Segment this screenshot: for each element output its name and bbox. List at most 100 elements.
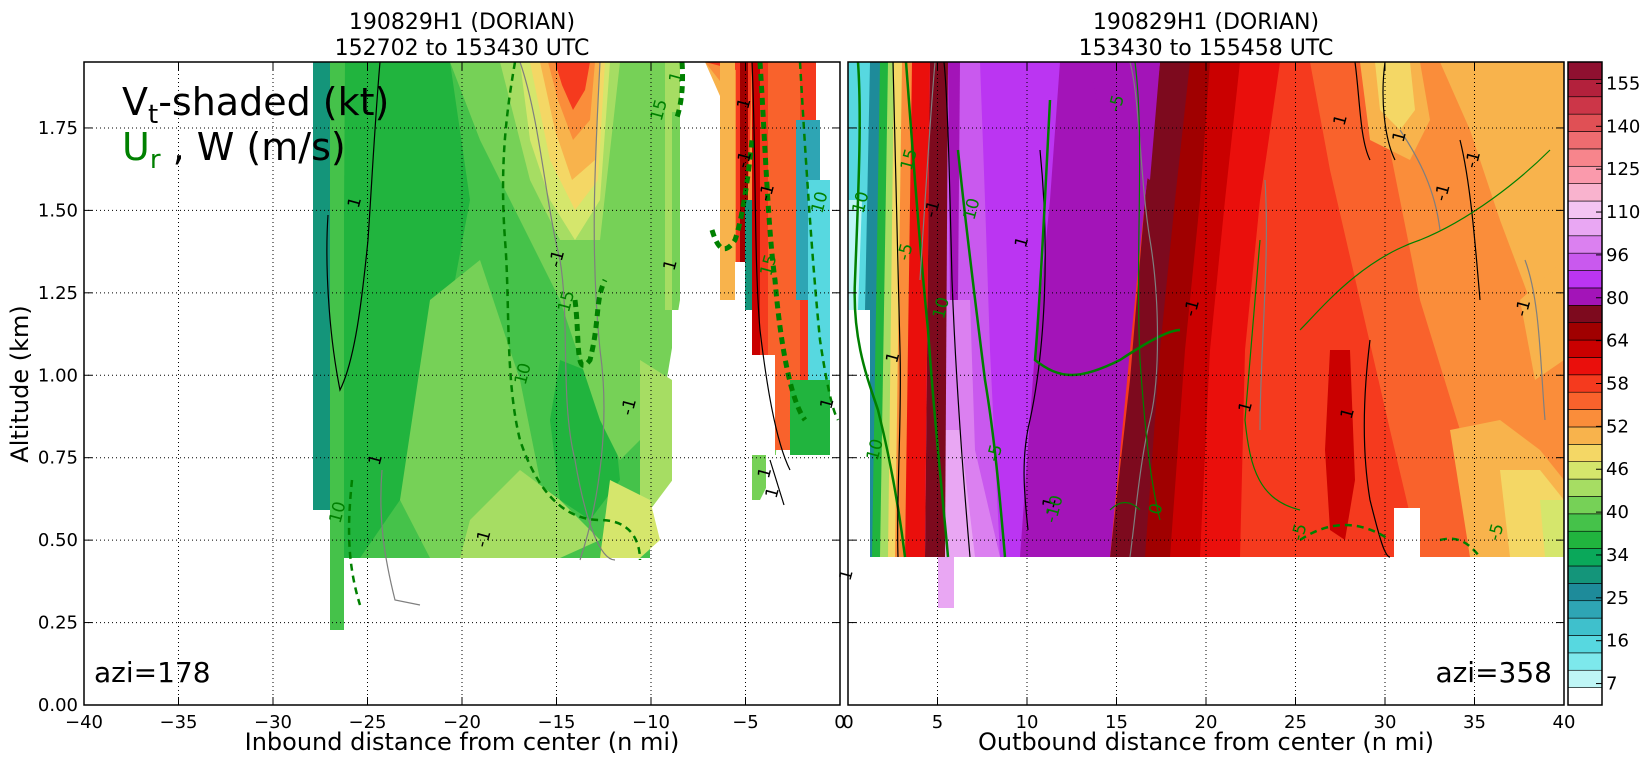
legend-ur-rest: , W (m/s) <box>161 125 346 169</box>
colorbar-swatch <box>1567 270 1603 289</box>
right-x-tick-label: 35 <box>1463 712 1486 733</box>
colorbar-swatch <box>1567 496 1603 515</box>
colorbar-swatch <box>1567 461 1603 480</box>
left-title-line1: 190829H1 (DORIAN) <box>349 10 575 35</box>
left-contour-label: -1 <box>545 248 569 270</box>
left-contour-label: 1 <box>817 396 839 412</box>
right-contour-label: 1 <box>1235 399 1257 415</box>
right-contour-label: -1 <box>1512 297 1536 319</box>
left-x-tick-label: −30 <box>254 712 292 733</box>
colorbar-swatch <box>1567 96 1603 115</box>
right-contour-label: -5 <box>894 241 918 263</box>
left-x-tick-label: −20 <box>443 712 481 733</box>
left-contour-label: 1 <box>660 257 682 273</box>
right-x-tick-label: 10 <box>1016 712 1039 733</box>
left-x-axis-label: Inbound distance from center (n mi) <box>245 728 680 756</box>
left-contour-label: -1 <box>733 149 757 171</box>
legend-vt-rest: -shaded (kt) <box>158 80 389 124</box>
colorbar-tick-label: 25 <box>1606 588 1629 609</box>
colorbar-tick-label: 46 <box>1606 459 1629 480</box>
right-contour-label: -5 <box>1288 521 1312 543</box>
right-x-tick-label: 20 <box>1195 712 1218 733</box>
colorbar-swatch <box>1567 548 1603 567</box>
left-shaded-field <box>313 62 840 705</box>
left-x-tick-label: −5 <box>732 712 759 733</box>
colorbar-swatch <box>1567 478 1603 497</box>
left-title-line2: 152702 to 153430 UTC <box>335 36 590 61</box>
right-contour-label: -5 <box>1485 521 1509 543</box>
right-contour-label: -1 <box>1180 297 1204 319</box>
colorbar-tick-label: 110 <box>1606 202 1640 223</box>
left-contour-label: 1 <box>665 69 687 85</box>
left-plot-frame <box>83 61 841 706</box>
colorbar: 155 140 125 110 96 80 64 58 52 46 40 34 25 16 7 <box>1567 61 1640 706</box>
left-contour-label: -1 <box>617 396 641 418</box>
colorbar-swatch <box>1567 409 1603 428</box>
colorbar-tick-label: 80 <box>1606 288 1629 309</box>
colorbar-swatch <box>1567 687 1603 706</box>
colorbar-swatch <box>1567 79 1603 98</box>
y-tick-label: 1.50 <box>38 200 78 221</box>
colorbar-swatch <box>1567 669 1603 688</box>
y-axis-label: Altitude (km) <box>6 305 34 462</box>
right-x-tick-label: 30 <box>1374 712 1397 733</box>
legend-ur-w: Ur , W (m/s) <box>122 125 346 175</box>
colorbar-swatch <box>1567 652 1603 671</box>
right-contour-label: -5 <box>983 442 1007 464</box>
right-contour-label: -1 <box>1431 182 1455 204</box>
right-x-tick-label: 15 <box>1105 712 1128 733</box>
right-x-tick-label: 40 <box>1553 712 1576 733</box>
left-contour-label: -1 <box>755 182 779 204</box>
colorbar-swatch <box>1567 200 1603 219</box>
left-contour-label: -1 <box>472 528 496 550</box>
colorbar-swatch <box>1567 391 1603 410</box>
colorbar-tick-label: 52 <box>1606 416 1629 437</box>
right-axes: 0 5 10 15 20 25 30 35 40 <box>842 61 1576 733</box>
colorbar-swatch <box>1567 235 1603 254</box>
left-axes: −40 −35 −30 −25 −20 −15 −10 −5 0 0.00 0.25 0.50 0.75… <box>38 61 846 733</box>
colorbar-swatch <box>1567 218 1603 237</box>
colorbar-swatch <box>1567 61 1603 80</box>
colorbar-swatch <box>1567 635 1603 654</box>
right-contour-label: -5 <box>1105 93 1129 115</box>
legend-vt-shaded: Vt-shaded (kt) <box>122 80 389 130</box>
right-x-axis-label: Outbound distance from center (n mi) <box>978 728 1434 756</box>
colorbar-swatch <box>1567 131 1603 150</box>
colorbar-swatch <box>1567 183 1603 202</box>
colorbar-tick-label: 96 <box>1606 245 1629 266</box>
right-plot-frame <box>847 61 1565 706</box>
y-tick-label: 1.00 <box>38 365 78 386</box>
colorbar-swatch <box>1567 444 1603 463</box>
left-x-tick-label: −40 <box>65 712 103 733</box>
colorbar-tick-label: 155 <box>1606 73 1640 94</box>
right-contour-label: -1 <box>1037 495 1061 517</box>
right-x-tick-label: 0 <box>842 712 853 733</box>
right-title-line2: 153430 to 155458 UTC <box>1079 36 1334 61</box>
right-panel: 190829H1 (DORIAN) 153430 to 155458 UTC <box>836 10 1576 756</box>
colorbar-swatch <box>1567 513 1603 532</box>
right-contour-label: 1 <box>1330 112 1352 128</box>
right-contour-label: 0 <box>1145 501 1167 517</box>
colorbar-tick-label: 140 <box>1606 116 1640 137</box>
colorbar-swatch <box>1567 322 1603 341</box>
colorbar-swatch <box>1567 426 1603 445</box>
left-panel: 190829H1 (DORIAN) 152702 to 153430 UTC <box>6 10 846 756</box>
left-contour-label: 1 <box>733 96 755 112</box>
y-tick-label: 1.25 <box>38 283 78 304</box>
right-azimuth-label: azi=358 <box>1435 656 1552 689</box>
colorbar-swatch <box>1567 252 1603 271</box>
colorbar-swatch <box>1567 113 1603 132</box>
colorbar-swatch <box>1567 148 1603 167</box>
colorbar-swatch <box>1567 617 1603 636</box>
y-tick-label: 0.00 <box>38 695 78 716</box>
right-title-line1: 190829H1 (DORIAN) <box>1093 10 1319 35</box>
right-contour-label: -1 <box>1461 149 1485 171</box>
left-x-tick-label: −35 <box>160 712 198 733</box>
right-x-tick-label: 5 <box>932 712 943 733</box>
legend-vt-sub: t <box>148 100 158 130</box>
y-tick-label: 1.75 <box>38 118 78 139</box>
right-contour-label: 1 <box>1337 406 1359 422</box>
colorbar-tick-label: 125 <box>1606 159 1640 180</box>
